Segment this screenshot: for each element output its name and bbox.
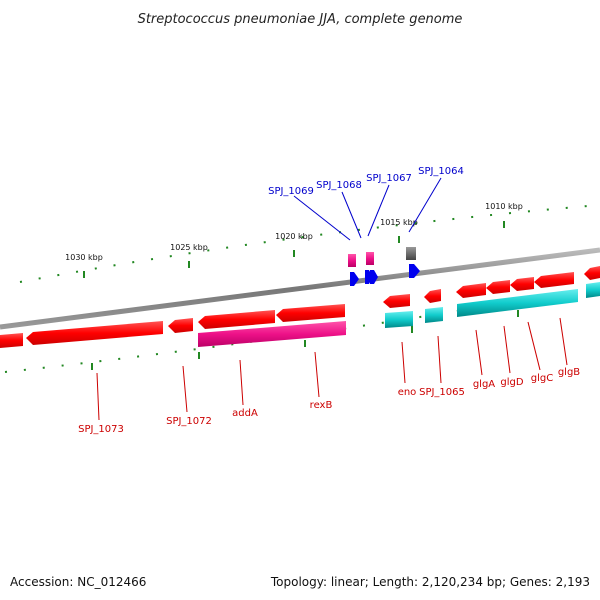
gene-label: SPJ_1069 xyxy=(268,186,314,197)
tick-label: 1030 kbp xyxy=(65,253,103,262)
forward-features xyxy=(348,247,420,286)
gene-label: addA xyxy=(232,408,258,419)
gene-block xyxy=(586,282,600,298)
gene-label: SPJ_1064 xyxy=(418,166,464,177)
tick-label: 1015 kbp xyxy=(380,218,418,227)
cds-arrow xyxy=(584,266,600,280)
gene-label: glgB xyxy=(558,367,580,378)
gene-label: SPJ_1067 xyxy=(366,173,412,184)
gene-track xyxy=(198,282,600,347)
leader-lines-below xyxy=(96,317,568,421)
gene-label: SPJ_1068 xyxy=(316,180,362,191)
cds-arrow xyxy=(424,289,441,303)
cds-arrow xyxy=(276,304,345,322)
leader-lines-above xyxy=(293,177,442,241)
gene-block xyxy=(425,307,443,323)
cds-arrow xyxy=(0,333,23,348)
gene-label: SPJ_1073 xyxy=(78,424,124,435)
cds-arrow xyxy=(456,283,486,298)
tick-label: 1020 kbp xyxy=(275,232,313,241)
gene-label: glgD xyxy=(500,377,523,388)
cds-arrow xyxy=(510,277,534,291)
cds-arrow xyxy=(486,280,510,294)
tick-label: 1025 kbp xyxy=(170,243,208,252)
cds-arrow xyxy=(383,294,410,308)
scale-ring-inner xyxy=(4,286,600,373)
gene-block xyxy=(385,311,413,328)
gene-labels-above: SPJ_1069 SPJ_1068 SPJ_1067 SPJ_1064 xyxy=(268,166,464,197)
cds-arrow xyxy=(168,318,193,333)
gene-label: eno xyxy=(398,387,417,398)
cds-arrow xyxy=(26,321,163,345)
gene-label: SPJ_1072 xyxy=(166,416,212,427)
gene-labels-below: SPJ_1073 SPJ_1072 addA rexB eno SPJ_1065… xyxy=(78,367,580,435)
small-blue-arrow xyxy=(409,264,420,278)
gene-feature xyxy=(348,254,356,267)
gene-label: rexB xyxy=(310,400,333,411)
gene-label: glgA xyxy=(473,379,495,390)
gene-feature xyxy=(406,247,416,260)
gene-label: SPJ_1065 xyxy=(419,387,465,398)
genome-summary-text: Topology: linear; Length: 2,120,234 bp; … xyxy=(270,575,590,589)
tick-label: 1010 kbp xyxy=(485,202,523,211)
map-title: Streptococcus pneumoniae JJA, complete g… xyxy=(138,12,463,27)
scale-ring-outer: 1030 kbp 1025 kbp 1020 kbp 1015 kbp 1010… xyxy=(19,202,600,283)
accession-text: Accession: NC_012466 xyxy=(10,575,146,589)
gene-block xyxy=(457,289,578,317)
scale-dots-outer xyxy=(19,204,600,283)
gene-label: glgC xyxy=(531,373,553,384)
small-blue-arrow xyxy=(350,272,359,286)
genome-backbone xyxy=(0,247,600,330)
small-blue-arrow xyxy=(370,270,378,284)
gene-block xyxy=(198,321,346,347)
cds-arrow xyxy=(198,310,275,329)
cds-arrow xyxy=(534,272,574,288)
cds-track xyxy=(0,266,600,348)
gene-feature xyxy=(366,252,374,265)
